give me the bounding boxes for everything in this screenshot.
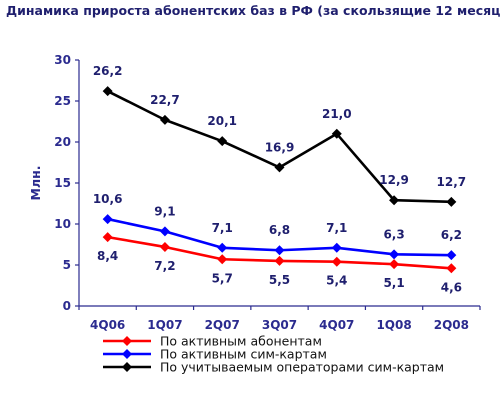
- legend-item-3: По учитываемым операторами сим-картам: [103, 360, 444, 375]
- data-point: [217, 242, 228, 253]
- data-label: 22,7: [150, 93, 180, 107]
- data-point: [274, 245, 285, 256]
- data-labels-layer: 8,4 7,2 5,7 5,5 5,4 5,1 4,6 10,6 9,1 7,1 6,8 7,1 6,3…: [93, 64, 466, 294]
- data-point: [102, 214, 113, 225]
- data-label: 5,7: [212, 271, 233, 285]
- series-3: [102, 86, 457, 207]
- data-point: [274, 162, 285, 173]
- data-label: 20,1: [207, 114, 237, 128]
- x-tick-label: 1Q07: [147, 318, 182, 332]
- legend-swatch-marker: [122, 336, 132, 346]
- data-point: [217, 136, 228, 147]
- data-label: 12,9: [379, 173, 409, 187]
- data-point: [331, 128, 342, 139]
- y-tick-label: 20: [54, 135, 71, 149]
- data-label: 12,7: [437, 175, 467, 189]
- data-point: [217, 254, 228, 265]
- data-label: 9,1: [154, 204, 175, 218]
- y-tick-label: 0: [63, 299, 71, 313]
- series-1: [102, 232, 457, 274]
- legend-label: По активным абонентам: [160, 334, 322, 349]
- x-tick-label: 2Q08: [434, 318, 469, 332]
- x-tick-label: 3Q07: [262, 318, 297, 332]
- x-tick-label: 2Q07: [205, 318, 240, 332]
- data-point: [331, 256, 342, 267]
- data-point: [389, 249, 400, 260]
- y-tick-label: 15: [54, 176, 71, 190]
- data-point: [331, 242, 342, 253]
- y-tick-label: 30: [54, 53, 71, 67]
- legend-swatch-marker: [122, 362, 132, 372]
- data-label: 6,3: [383, 227, 404, 241]
- axes: 0 5 10 15 20 25 30 4Q06 1Q07 2Q07 3Q07 4Q07 1Q08 2Q08: [54, 53, 481, 332]
- data-label: 6,8: [269, 223, 290, 237]
- series-2: [102, 214, 457, 261]
- data-point: [274, 255, 285, 266]
- y-axis-label: Млн.: [28, 166, 43, 201]
- chart-title: Динамика прироста абонентских баз в РФ (…: [6, 3, 500, 18]
- legend-label: По учитываемым операторами сим-картам: [160, 360, 444, 375]
- y-tick-label: 5: [63, 258, 71, 272]
- x-tick-label: 1Q08: [376, 318, 411, 332]
- y-tick-label: 10: [54, 217, 71, 231]
- data-label: 5,1: [383, 276, 404, 290]
- data-label: 7,1: [326, 221, 347, 235]
- data-point: [389, 195, 400, 206]
- data-point: [102, 86, 113, 97]
- data-label: 5,4: [326, 274, 347, 288]
- series-layer: [102, 86, 457, 274]
- data-label: 21,0: [322, 107, 352, 121]
- y-tick-label: 25: [54, 94, 71, 108]
- legend-item-1: По активным абонентам: [103, 334, 322, 349]
- data-point: [446, 263, 457, 274]
- data-label: 16,9: [265, 140, 295, 154]
- legend-item-2: По активным сим-картам: [103, 347, 327, 362]
- data-label: 7,1: [212, 221, 233, 235]
- data-label: 10,6: [93, 192, 123, 206]
- data-label: 8,4: [97, 249, 118, 263]
- data-label: 6,2: [441, 228, 462, 242]
- data-label: 5,5: [269, 273, 290, 287]
- legend-label: По активным сим-картам: [160, 347, 327, 362]
- data-label: 4,6: [441, 280, 462, 294]
- data-point: [102, 232, 113, 243]
- x-tick-label: 4Q07: [319, 318, 354, 332]
- data-point: [159, 114, 170, 125]
- x-tick-label: 4Q06: [90, 318, 125, 332]
- data-label: 7,2: [154, 259, 175, 273]
- legend-swatch-marker: [122, 349, 132, 359]
- data-point: [159, 241, 170, 252]
- data-label: 26,2: [93, 64, 123, 78]
- data-point: [446, 250, 457, 261]
- data-point: [159, 226, 170, 237]
- data-point: [389, 259, 400, 270]
- data-point: [446, 196, 457, 207]
